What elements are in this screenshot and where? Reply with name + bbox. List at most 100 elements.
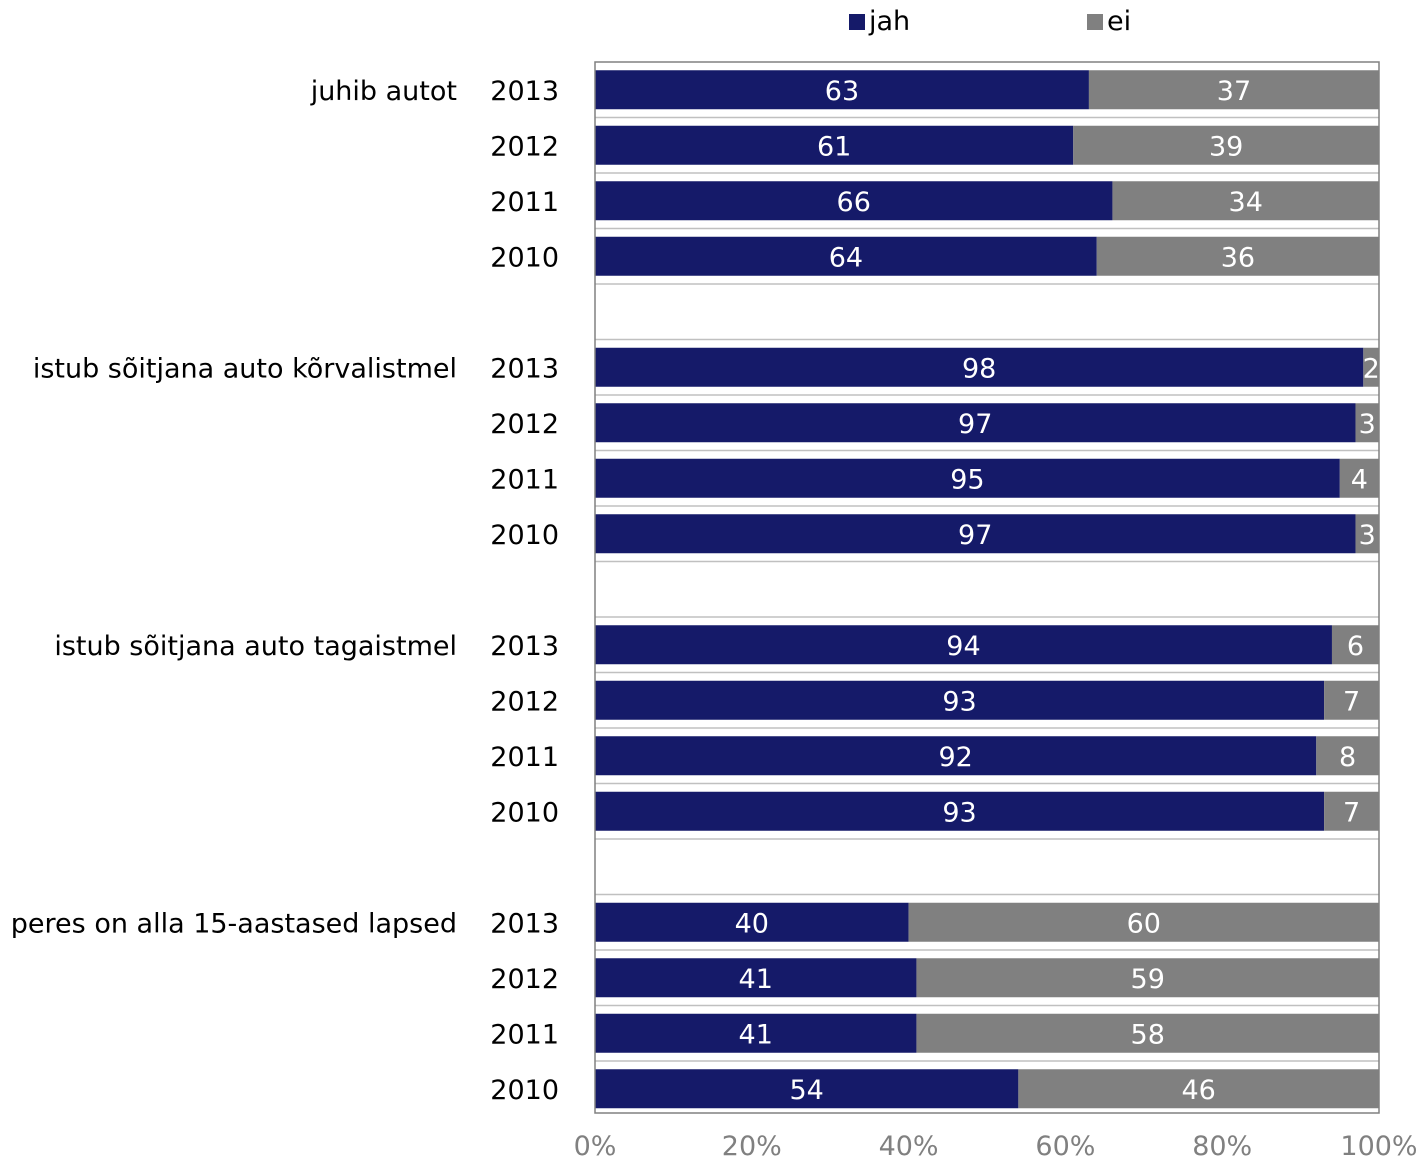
gridlines bbox=[595, 116, 1379, 1062]
data-label-jah: 41 bbox=[739, 1019, 773, 1050]
bar-ei bbox=[1355, 403, 1379, 443]
year-label: 2010 bbox=[490, 1075, 559, 1106]
plot-border bbox=[594, 61, 1380, 1114]
category-labels: 2013 juhib autot 2012 2011 2010 2013 istub sõi… bbox=[11, 76, 559, 1106]
data-label-ei: 8 bbox=[1339, 742, 1356, 773]
data-label-jah: 94 bbox=[946, 631, 980, 662]
bar-jah bbox=[595, 791, 1325, 831]
data-label-ei: 36 bbox=[1221, 242, 1255, 273]
bar-ei bbox=[1355, 514, 1379, 554]
bar-jah bbox=[595, 902, 909, 942]
bar-ei bbox=[1073, 125, 1379, 165]
data-label-ei: 3 bbox=[1359, 409, 1376, 440]
year-label: 2013 bbox=[490, 631, 559, 662]
year-label: 2013 bbox=[490, 76, 559, 107]
data-label-jah: 66 bbox=[837, 187, 871, 218]
data-label-jah: 63 bbox=[825, 76, 859, 107]
bar-jah bbox=[595, 958, 917, 998]
year-label: 2010 bbox=[490, 242, 559, 273]
data-label-ei: 60 bbox=[1127, 908, 1161, 939]
bar-ei bbox=[1363, 347, 1379, 387]
bar-ei bbox=[1324, 680, 1379, 720]
bar-ei bbox=[1088, 70, 1379, 110]
data-label-jah: 97 bbox=[958, 520, 992, 551]
data-label-jah: 98 bbox=[962, 353, 996, 384]
data-label-jah: 54 bbox=[790, 1075, 824, 1106]
bar-ei bbox=[908, 902, 1379, 942]
group-label: istub sõitjana auto kõrvalistmel bbox=[33, 353, 457, 384]
legend-swatch bbox=[849, 14, 865, 30]
bar-jah bbox=[595, 1069, 1019, 1109]
bar-jah bbox=[595, 514, 1356, 554]
year-label: 2013 bbox=[490, 908, 559, 939]
bars: 63 37 61 39 66 34 64 36 98 2 97 3 95 4 97 3 94 6 93 7 92 8 93 7… bbox=[595, 70, 1380, 1109]
bar-jah bbox=[595, 458, 1340, 498]
data-label-ei: 7 bbox=[1343, 797, 1360, 828]
year-label: 2012 bbox=[490, 964, 559, 995]
year-label: 2013 bbox=[490, 353, 559, 384]
year-label: 2012 bbox=[490, 686, 559, 717]
legend-label: jah bbox=[868, 6, 910, 37]
data-label-jah: 93 bbox=[942, 686, 976, 717]
year-label: 2012 bbox=[490, 409, 559, 440]
group-label: juhib autot bbox=[310, 76, 457, 107]
bar-ei bbox=[916, 958, 1379, 998]
data-label-ei: 3 bbox=[1359, 520, 1376, 551]
bar-jah bbox=[595, 236, 1097, 276]
bar-jah bbox=[595, 1013, 917, 1053]
bar-jah bbox=[595, 403, 1356, 443]
bar-jah bbox=[595, 736, 1317, 776]
x-tick-label: 40% bbox=[879, 1131, 939, 1162]
x-tick-label: 80% bbox=[1192, 1131, 1252, 1162]
bar-jah bbox=[595, 347, 1364, 387]
bar-ei bbox=[1339, 458, 1379, 498]
bar-ei bbox=[1331, 625, 1379, 665]
year-label: 2011 bbox=[490, 464, 559, 495]
data-label-ei: 59 bbox=[1131, 964, 1165, 995]
bar-ei bbox=[1112, 181, 1379, 221]
bar-ei bbox=[1316, 736, 1379, 776]
data-label-ei: 46 bbox=[1182, 1075, 1216, 1106]
data-label-ei: 4 bbox=[1351, 464, 1368, 495]
bar-jah bbox=[595, 125, 1074, 165]
x-tick-label: 60% bbox=[1035, 1131, 1095, 1162]
bar-jah bbox=[595, 70, 1089, 110]
data-label-ei: 6 bbox=[1347, 631, 1364, 662]
data-label-jah: 40 bbox=[735, 908, 769, 939]
data-label-ei: 58 bbox=[1131, 1019, 1165, 1050]
bar-ei bbox=[1096, 236, 1379, 276]
data-label-ei: 7 bbox=[1343, 686, 1360, 717]
legend-label: ei bbox=[1107, 6, 1131, 37]
year-label: 2011 bbox=[490, 742, 559, 773]
legend-swatch bbox=[1087, 14, 1103, 30]
group-label: peres on alla 15-aastased lapsed bbox=[11, 908, 457, 939]
x-tick-label: 20% bbox=[722, 1131, 782, 1162]
data-label-ei: 2 bbox=[1363, 353, 1380, 384]
bar-jah bbox=[595, 625, 1332, 665]
year-label: 2010 bbox=[490, 797, 559, 828]
data-label-jah: 61 bbox=[817, 131, 851, 162]
legend: jah ei bbox=[849, 6, 1131, 37]
data-label-jah: 95 bbox=[950, 464, 984, 495]
year-label: 2011 bbox=[490, 187, 559, 218]
data-label-jah: 41 bbox=[739, 964, 773, 995]
data-label-ei: 34 bbox=[1229, 187, 1263, 218]
bar-jah bbox=[595, 680, 1325, 720]
data-label-jah: 93 bbox=[942, 797, 976, 828]
data-label-jah: 64 bbox=[829, 242, 863, 273]
bar-jah bbox=[595, 181, 1113, 221]
data-label-ei: 37 bbox=[1217, 76, 1251, 107]
axes: 0% 20% 40% 60% 80% 100% bbox=[574, 61, 1418, 1162]
data-label-jah: 97 bbox=[958, 409, 992, 440]
x-tick-label: 100% bbox=[1340, 1131, 1417, 1162]
bar-ei bbox=[1018, 1069, 1379, 1109]
year-label: 2011 bbox=[490, 1019, 559, 1050]
group-label: istub sõitjana auto tagaistmel bbox=[54, 631, 457, 662]
x-tick-label: 0% bbox=[574, 1131, 617, 1162]
bar-ei bbox=[1324, 791, 1379, 831]
year-label: 2012 bbox=[490, 131, 559, 162]
data-label-ei: 39 bbox=[1209, 131, 1243, 162]
year-label: 2010 bbox=[490, 520, 559, 551]
data-label-jah: 92 bbox=[938, 742, 972, 773]
